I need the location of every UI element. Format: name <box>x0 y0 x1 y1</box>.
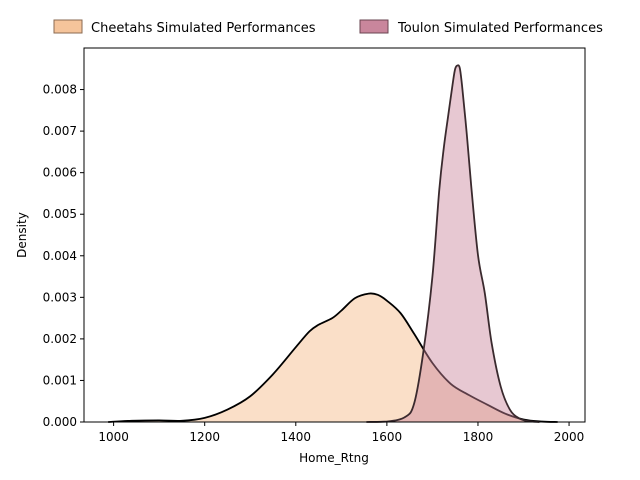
x-tick-label-1600: 1600 <box>372 430 403 444</box>
y-tick-label-7: 0.007 <box>43 124 77 138</box>
density-area-cheetahs <box>108 293 558 422</box>
x-tick-label-1000: 1000 <box>98 430 129 444</box>
legend-label-toulon: Toulon Simulated Performances <box>397 21 603 36</box>
axes-frame <box>83 47 586 423</box>
x-tick-label-1400: 1400 <box>281 430 312 444</box>
x-tick-label-1800: 1800 <box>463 430 494 444</box>
y-tick-label-3: 0.003 <box>43 290 77 304</box>
y-tick-label-1: 0.001 <box>43 373 77 387</box>
y-tick-label-2: 0.002 <box>43 332 77 346</box>
plot-area: 1000 1200 1400 1600 1800 2000 0.000 0.001 0.002 0… <box>43 47 586 444</box>
x-axis-label: Home_Rtng <box>299 451 369 465</box>
x-tick-label-1200: 1200 <box>189 430 220 444</box>
y-tick-label-6: 0.006 <box>43 166 77 180</box>
y-tick-label-5: 0.005 <box>43 207 77 221</box>
legend-swatch-cheetahs <box>53 19 83 34</box>
density-line-cheetahs <box>108 292 558 423</box>
x-tick-label-2000: 2000 <box>554 430 585 444</box>
y-tick-label-8: 0.008 <box>43 83 77 97</box>
legend: Cheetahs Simulated Performances Toulon S… <box>53 19 603 36</box>
y-axis-label: Density <box>15 212 29 258</box>
y-tick-label-4: 0.004 <box>43 249 77 263</box>
density-line-toulon <box>366 64 540 423</box>
legend-label-cheetahs: Cheetahs Simulated Performances <box>91 21 316 36</box>
y-tick-label-0: 0.000 <box>43 415 77 429</box>
density-area-toulon <box>366 65 540 422</box>
legend-swatch-toulon <box>359 19 389 34</box>
